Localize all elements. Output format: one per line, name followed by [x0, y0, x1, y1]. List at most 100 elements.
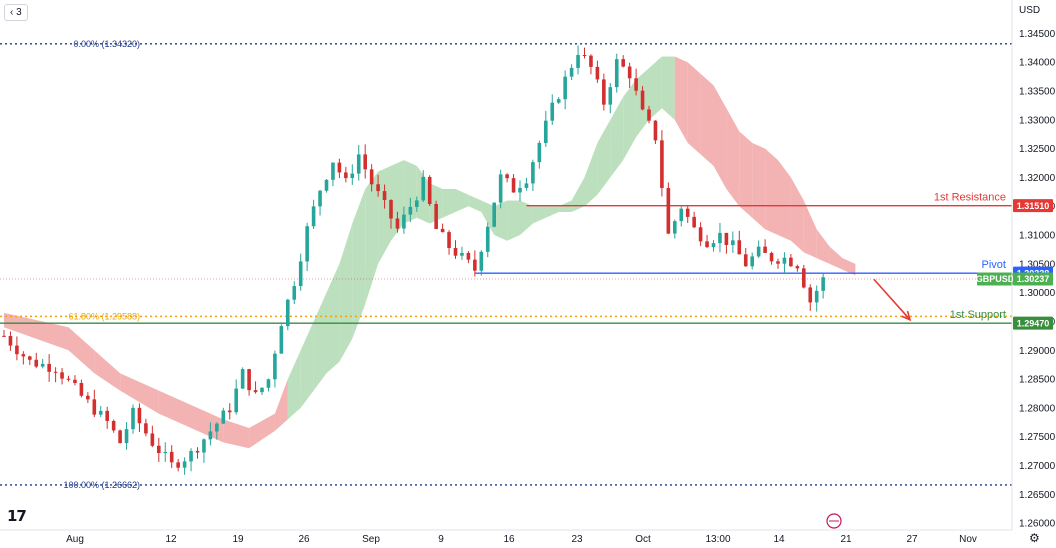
candle-body: [737, 240, 742, 255]
cloud-segment: [313, 292, 327, 391]
candle-body: [60, 372, 64, 379]
cloud-segment: [94, 350, 121, 391]
cloud-segment: [287, 350, 301, 420]
candle-body: [215, 423, 219, 432]
y-axis: 1.34500 1.34000 1.33500 1.33000 1.32500 1.320…: [1013, 29, 1056, 530]
candle-body: [750, 256, 754, 267]
level-price-tag-text: 1.31510: [1017, 201, 1050, 211]
candle-body: [518, 187, 522, 193]
cloud-segment: [816, 229, 830, 264]
candle-body: [440, 228, 445, 233]
x-tick-label: 26: [298, 534, 310, 545]
candle-body: [266, 379, 271, 388]
projection-arrow: [873, 278, 911, 321]
cloud-segment: [674, 56, 688, 143]
candle-body: [2, 335, 6, 337]
candle-body: [569, 67, 574, 77]
candle-body: [305, 226, 309, 262]
candle-body: [550, 102, 555, 121]
tradingview-logo-icon: 17: [7, 507, 27, 525]
symbol-tag-text: GBPUSD: [976, 274, 1015, 284]
cloud-segment: [584, 142, 598, 207]
level-label: 1st Resistance: [934, 192, 1006, 204]
candle-body: [28, 356, 32, 360]
candle-body: [144, 423, 148, 434]
currency-label[interactable]: USD: [1019, 5, 1041, 16]
candle-body: [498, 174, 503, 203]
cloud-segment: [120, 373, 159, 414]
candle-body: [505, 174, 509, 179]
candle-body: [673, 221, 677, 234]
candle-body: [86, 395, 90, 400]
candle-body: [718, 232, 722, 244]
cloud-segment: [532, 206, 546, 224]
candle-body: [176, 462, 180, 468]
candle-body: [556, 99, 561, 103]
candle-body: [679, 208, 684, 222]
y-tick-label: 1.27500: [1019, 432, 1056, 443]
cloud-segment: [571, 177, 585, 212]
chevron-left-icon: ‹: [10, 7, 14, 18]
y-tick-label: 1.33500: [1019, 87, 1056, 98]
candle-body: [131, 407, 135, 430]
candle-body: [382, 191, 387, 201]
candle-body: [795, 266, 800, 269]
candle-body: [150, 433, 155, 446]
candle-body: [808, 287, 813, 303]
candle-body: [415, 200, 419, 207]
cloud-segment: [365, 171, 379, 305]
cloud-segment: [403, 160, 417, 224]
candle-body: [356, 154, 361, 174]
candle-body: [402, 214, 406, 229]
cloud-segment: [507, 200, 520, 241]
candle-body: [124, 429, 129, 444]
cloud-segment: [378, 165, 391, 264]
candle-body: [640, 90, 645, 110]
y-tick-label: 1.27000: [1019, 461, 1056, 472]
fib-label: 0.00% (1.34320): [73, 39, 140, 49]
cloud-segment: [326, 263, 340, 374]
x-tick-label: 12: [165, 534, 177, 545]
candle-body: [208, 431, 213, 440]
cloud-segment: [520, 200, 533, 236]
cloud-segment: [726, 108, 740, 207]
projection-arrowhead-icon: [901, 310, 912, 322]
current-price-tag: [1013, 272, 1053, 286]
candle-body: [279, 326, 284, 354]
candle-body: [789, 257, 793, 267]
candle-body: [756, 246, 761, 257]
candle-body: [318, 190, 322, 207]
candle-body: [544, 120, 548, 143]
candle-body: [273, 353, 277, 380]
y-tick-label: 1.28000: [1019, 403, 1056, 414]
candle-body: [15, 345, 19, 355]
candle-body: [705, 241, 709, 248]
candle-body: [524, 183, 529, 188]
candle-body: [531, 162, 535, 184]
gear-icon[interactable]: ⚙: [1029, 531, 1040, 545]
candle-body: [782, 257, 787, 264]
candle-body: [621, 59, 625, 67]
candle-body: [157, 445, 161, 454]
candle-body: [466, 252, 471, 260]
x-tick-label: Aug: [66, 534, 84, 545]
x-tick-label: 21: [840, 534, 852, 545]
candles: [2, 45, 825, 475]
candle-body: [821, 277, 825, 291]
cloud-segment: [274, 379, 288, 431]
cloud-segment: [661, 56, 675, 120]
x-tick-label: Nov: [959, 534, 977, 545]
annotations: [826, 278, 912, 529]
candle-body: [634, 78, 638, 91]
x-tick-label: 27: [906, 534, 918, 545]
candle-body: [666, 188, 671, 234]
candle-body: [731, 240, 735, 246]
level-label: Pivot: [982, 259, 1006, 271]
candle-body: [802, 268, 806, 288]
level-price-tag-text: 1.29470: [1017, 318, 1050, 328]
candle-body: [395, 218, 400, 229]
candle-body: [350, 173, 355, 179]
cloud-segment: [597, 119, 611, 195]
interval-selector[interactable]: ‹ 3: [4, 4, 28, 21]
